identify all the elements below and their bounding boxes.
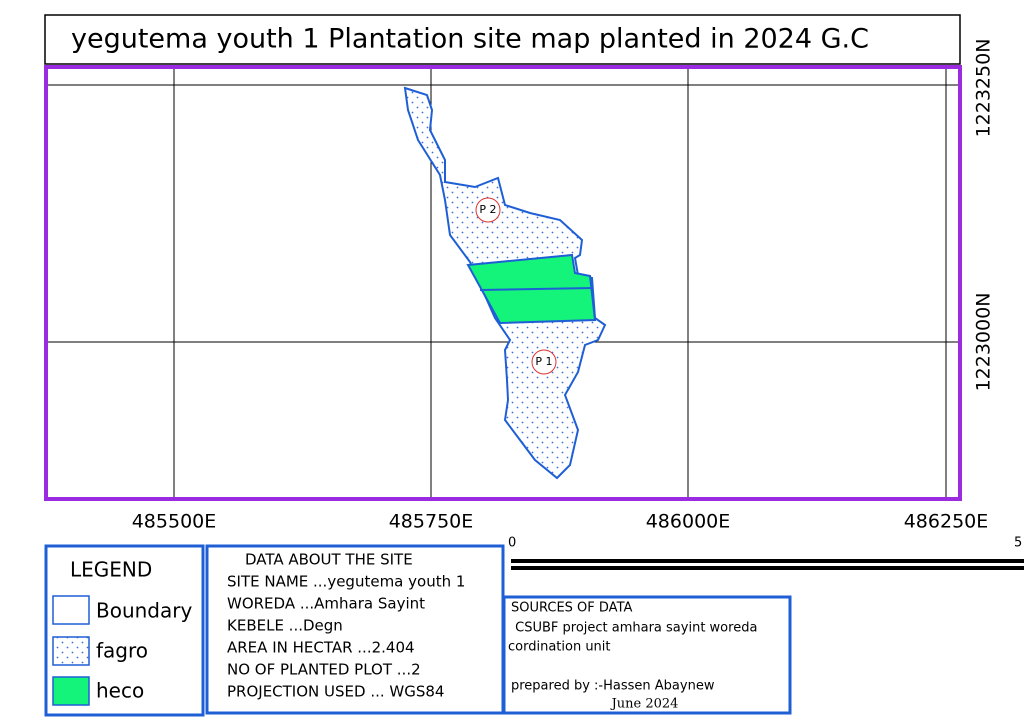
sources: SOURCES OF DATA CSUBF project amhara say… [502,595,792,715]
y-coordinate: 1223000N [973,293,995,392]
plot-divider [479,287,594,291]
plot-marker [475,197,501,223]
site-data-line: KEBELE ...Degn [227,617,343,635]
plot-label: P 2 [479,203,496,216]
legend-item: Boundary [96,599,192,623]
plot-marker [531,349,557,375]
site-data-line: AREA IN HECTAR ...2.404 [227,639,415,657]
x-coordinate: 486250E [904,511,989,533]
legend-item: fagro [96,639,148,663]
y-coordinate: 1223250N [973,39,995,138]
site-data-line: SITE NAME ...yegutema youth 1 [227,573,465,591]
x-coordinate: 485500E [132,511,217,533]
site-data-line: PROJECTION USED ... WGS84 [227,683,444,701]
legend-item: heco [96,679,144,703]
site-data-line: WOREDA ...Amhara Sayint [227,595,425,613]
scale-label: 5 [1014,536,1022,551]
x-coordinate: 486000E [646,511,731,533]
sources-line: cordination unit [508,640,611,655]
site-data: DATA ABOUT THE SITE SITE NAME ...yegutem… [205,544,505,715]
sources-title: SOURCES OF DATA [511,601,632,616]
site-data-line: NO OF PLANTED PLOT ...2 [227,661,421,679]
plot-label: P 1 [535,355,552,368]
map-frame: P 2 P 1 [44,65,962,501]
title: yegutema youth 1 Plantation site map pla… [71,24,869,55]
prepared-by: prepared by :-Hassen Abaynew [511,679,715,694]
sources-line: CSUBF project amhara sayint woreda [511,621,757,636]
title-box [44,14,961,65]
scale-bar: 0 5 [508,536,1024,570]
prepared-date: June 2024 [610,697,679,712]
site-data-title: DATA ABOUT THE SITE [245,551,413,569]
scale-label: 0 [508,536,516,551]
x-coordinate: 485750E [389,511,474,533]
legend-title: LEGEND [70,558,152,582]
legend: LEGEND Boundary fagro heco [44,544,205,717]
